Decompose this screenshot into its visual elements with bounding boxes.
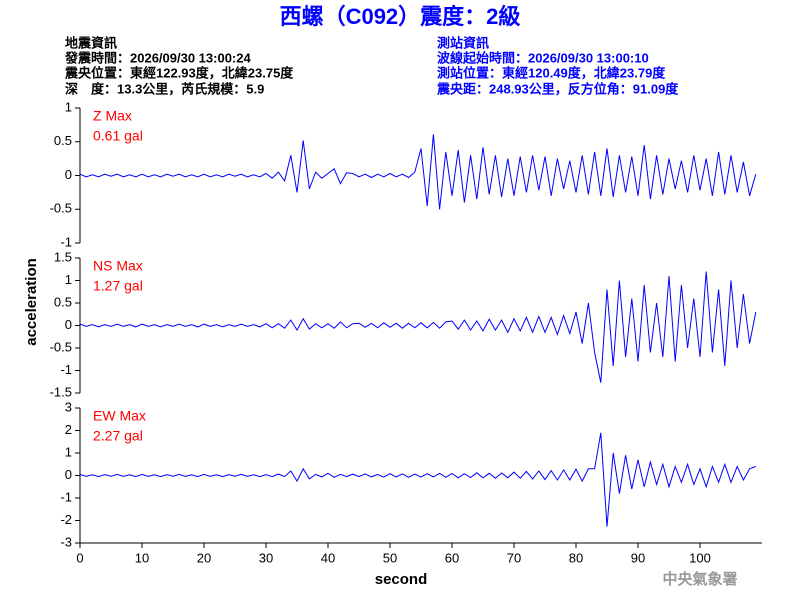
y-tick-label: 1.5 [54, 249, 72, 264]
y-tick-label: -0.5 [50, 339, 72, 354]
y-tick-label: 0 [65, 317, 72, 332]
info-right: 波線起始時間：2026/09/30 13:00:10 [437, 50, 649, 65]
info-right: 測站位置：東經120.49度，北緯23.79度 [437, 65, 666, 80]
annotation: 1.27 gal [93, 278, 143, 294]
x-tick-label: 50 [383, 550, 397, 565]
y-tick-label: -3 [60, 534, 72, 549]
x-axis-label: second [375, 571, 428, 588]
waveform [79, 271, 757, 383]
y-tick-label: 1 [65, 272, 72, 287]
y-tick-label: -1 [60, 362, 72, 377]
info-right: 測站資訊 [437, 35, 489, 50]
annotation: EW Max [93, 408, 146, 424]
y-axis-label: acceleration [23, 258, 40, 346]
x-tick-label: 100 [689, 550, 711, 565]
y-tick-label: 1 [65, 99, 72, 114]
waveform [79, 432, 756, 527]
info-right: 震央距：248.93公里，反方位角：91.09度 [436, 81, 679, 96]
x-tick-label: 70 [507, 550, 521, 565]
y-tick-label: -1.5 [50, 384, 72, 399]
footer: 中央氣象署 [662, 570, 737, 588]
y-tick-label: 1 [65, 444, 72, 459]
x-tick-label: 20 [197, 550, 211, 565]
y-tick-label: -2 [60, 512, 72, 527]
waveform [79, 134, 757, 210]
x-tick-label: 0 [76, 550, 83, 565]
y-tick-label: 0 [65, 167, 72, 182]
info-left: 深 度：13.3公里，芮氏規模：5.9 [65, 81, 264, 96]
annotation: Z Max [93, 108, 132, 124]
y-tick-label: -0.5 [50, 201, 72, 216]
annotation: NS Max [93, 258, 143, 274]
annotation: 0.61 gal [93, 128, 143, 144]
x-tick-label: 40 [321, 550, 335, 565]
y-tick-label: 0.5 [54, 294, 72, 309]
info-left: 地震資訊 [65, 35, 117, 50]
x-tick-label: 60 [445, 550, 459, 565]
title: 西螺（C092）震度：2級 [280, 4, 521, 29]
y-tick-label: -1 [60, 234, 72, 249]
y-tick-label: 2 [65, 422, 72, 437]
x-tick-label: 30 [259, 550, 273, 565]
x-tick-label: 10 [135, 550, 149, 565]
x-tick-label: 80 [569, 550, 583, 565]
y-tick-label: 3 [65, 399, 72, 414]
info-left: 發震時間：2026/09/30 13:00:24 [64, 50, 251, 65]
x-tick-label: 90 [631, 550, 645, 565]
y-tick-label: 0 [65, 467, 72, 482]
y-tick-label: 0.5 [54, 133, 72, 148]
annotation: 2.27 gal [93, 428, 143, 444]
info-left: 震央位置：東經122.93度，北緯23.75度 [64, 65, 294, 80]
y-tick-label: -1 [60, 489, 72, 504]
